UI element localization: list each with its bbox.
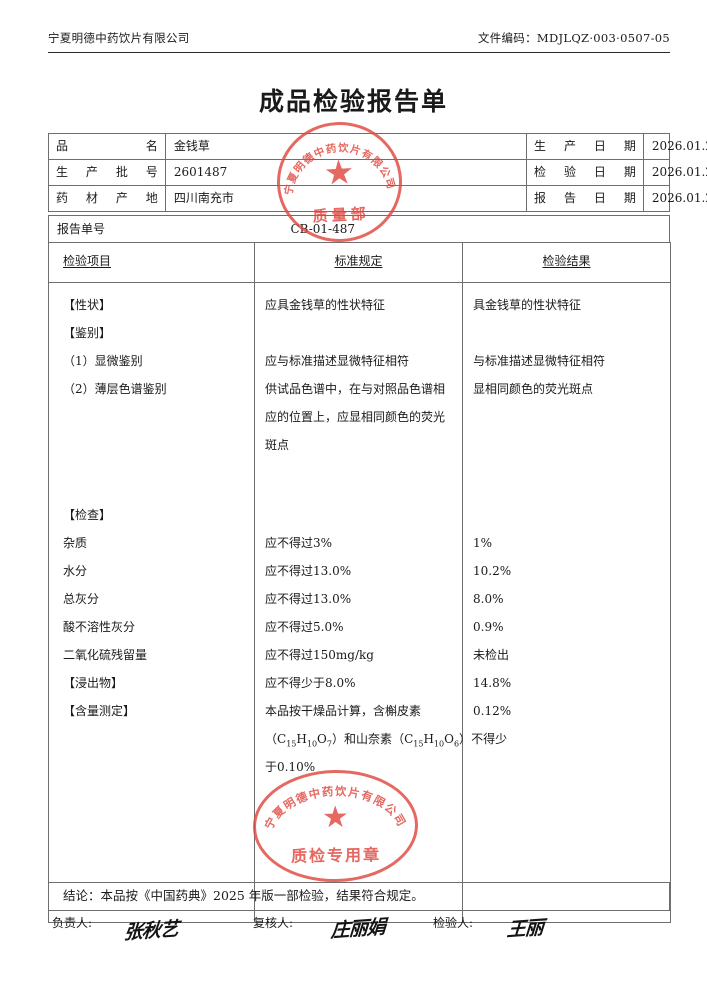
item-label: 【性状】 xyxy=(63,298,112,312)
standard-formula-line: （C15H10O7）和山奈素（C15H10O6）不得少 xyxy=(265,732,508,749)
batch-value: 2601487 xyxy=(164,159,528,186)
column-header-item: 检验项目 xyxy=(48,242,255,283)
company-name: 宁夏明德中药饮片有限公司 xyxy=(48,31,190,45)
report-no-label: 报告单号 xyxy=(48,215,169,243)
standard-value: 供试品色谱中，在与对照品色谱相 xyxy=(265,382,446,396)
result-value xyxy=(473,409,660,437)
table-body-row: 【性状】 【鉴别】 （1）显微鉴别 （2）薄层色谱鉴别 【检查】 杂质 水分 总… xyxy=(48,282,671,923)
item-label: 总灰分 xyxy=(63,592,100,606)
production-date-value: 2026.01.22 xyxy=(642,133,707,160)
item-label xyxy=(63,409,244,437)
result-value xyxy=(473,437,660,465)
item-label: 【含量测定】 xyxy=(63,704,136,718)
result-value: 具金钱草的性状特征 xyxy=(473,298,582,312)
report-number-table: 报告单号 CB-01-487 xyxy=(48,215,670,243)
report-no-value: CB-01-487 xyxy=(168,215,670,243)
item-label xyxy=(63,437,244,465)
item-label: 【浸出物】 xyxy=(63,676,124,690)
standard-value xyxy=(265,507,452,535)
column-header-result: 检验结果 xyxy=(462,242,671,283)
column-header-standard: 标准规定 xyxy=(254,242,463,283)
standard-spacer xyxy=(265,465,452,507)
result-value: 与标准描述显微特征相符 xyxy=(473,354,606,368)
standard-value: 应的位置上，应显相同颜色的荧光 xyxy=(265,410,446,424)
result-value: 0.12% xyxy=(473,704,512,718)
product-name-value: 金钱草 xyxy=(164,133,528,160)
result-value xyxy=(473,325,660,353)
report-date-label: 报告日期 xyxy=(526,185,644,212)
table-header-row: 检验项目 标准规定 检验结果 xyxy=(48,242,671,283)
item-label: 【鉴别】 xyxy=(63,326,112,340)
batch-label: 生产批号 xyxy=(48,159,166,186)
item-label: （2）薄层色谱鉴别 xyxy=(63,382,167,396)
table-row: 结论：本品按《中国药典》2025 年版一部检验，结果符合规定。 xyxy=(48,882,670,911)
signature-row: 负责人: 张秋艺 复核人: 庄丽娟 检验人: 王丽 xyxy=(48,914,670,968)
standard-column: 应具金钱草的性状特征 应与标准描述显微特征相符 供试品色谱中，在与对照品色谱相 … xyxy=(254,282,508,923)
inspection-results-table: 检验项目 标准规定 检验结果 【性状】 【鉴别】 （1）显微鉴别 （2）薄层色谱… xyxy=(48,242,671,923)
header-divider xyxy=(48,52,670,53)
standard-value: 应具金钱草的性状特征 xyxy=(265,298,386,312)
standard-value xyxy=(265,325,452,353)
standard-value: 应不得过13.0% xyxy=(265,592,352,606)
standard-value: 应不得过150mg/kg xyxy=(265,648,374,662)
result-value: 显相同颜色的荧光斑点 xyxy=(473,382,594,396)
item-label: 水分 xyxy=(63,564,88,578)
items-column: 【性状】 【鉴别】 （1）显微鉴别 （2）薄层色谱鉴别 【检查】 杂质 水分 总… xyxy=(48,282,255,923)
reviewer-signature: 庄丽娟 xyxy=(330,916,386,942)
result-column: 具金钱草的性状特征 与标准描述显微特征相符 显相同颜色的荧光斑点 1% 10.2… xyxy=(462,282,671,923)
result-value: 未检出 xyxy=(473,648,510,662)
manager-signature: 张秋艺 xyxy=(123,918,179,944)
document-code: 文件编码：MDJLQZ·003·0507-05 xyxy=(478,30,670,46)
result-value: 14.8% xyxy=(473,676,512,690)
inspector-signature: 王丽 xyxy=(506,916,544,942)
table-row: 品名 金钱草 生产日期 2026.01.22 xyxy=(48,133,707,160)
origin-label: 药材产地 xyxy=(48,185,166,212)
standard-value: 斑点 xyxy=(265,438,290,452)
standard-value: 应不得少于8.0% xyxy=(265,676,356,690)
result-value xyxy=(473,507,660,535)
result-value: 8.0% xyxy=(473,592,504,606)
result-value: 1% xyxy=(473,536,493,550)
standard-value: 本品按干燥品计算，含槲皮素 xyxy=(265,704,422,718)
document-code-label: 文件编码： xyxy=(477,31,537,45)
product-name-label: 品名 xyxy=(48,133,166,160)
conclusion-table: 结论：本品按《中国药典》2025 年版一部检验，结果符合规定。 xyxy=(48,882,670,911)
inspection-date-label: 检验日期 xyxy=(526,159,644,186)
result-value: 0.9% xyxy=(473,620,504,634)
document-header: 宁夏明德中药饮片有限公司 文件编码：MDJLQZ·003·0507-05 xyxy=(48,30,670,46)
product-info-table: 品名 金钱草 生产日期 2026.01.22 生产批号 2601487 检验日期… xyxy=(48,133,707,212)
reviewer-signature-field: 复核人: 庄丽娟 xyxy=(253,914,386,942)
table-row: 报告单号 CB-01-487 xyxy=(48,215,670,243)
standard-value: 应不得过3% xyxy=(265,536,333,550)
items-spacer xyxy=(63,465,244,507)
document-code-value: MDJLQZ·003·0507-05 xyxy=(536,31,670,45)
reviewer-label: 复核人: xyxy=(253,916,294,930)
origin-value: 四川南充市 xyxy=(164,185,528,212)
inspector-label: 检验人: xyxy=(433,916,474,930)
standard-value: 应不得过13.0% xyxy=(265,564,352,578)
result-spacer xyxy=(473,465,660,507)
report-date-value: 2026.01.22 xyxy=(642,185,707,212)
inspection-date-value: 2026.01.22 xyxy=(642,159,707,186)
table-row: 药材产地 四川南充市 报告日期 2026.01.22 xyxy=(48,185,707,212)
item-label: （1）显微鉴别 xyxy=(63,354,143,368)
manager-signature-field: 负责人: xyxy=(52,914,92,931)
standard-value: 于0.10% xyxy=(265,760,316,774)
table-row: 生产批号 2601487 检验日期 2026.01.22 xyxy=(48,159,707,186)
item-label: 二氧化硫残留量 xyxy=(63,648,148,662)
manager-label: 负责人: xyxy=(52,916,93,930)
item-label: 杂质 xyxy=(63,536,88,550)
item-label: 【检查】 xyxy=(63,508,112,522)
conclusion-text: 结论：本品按《中国药典》2025 年版一部检验，结果符合规定。 xyxy=(48,882,670,911)
standard-value: 应与标准描述显微特征相符 xyxy=(265,354,410,368)
item-label: 酸不溶性灰分 xyxy=(63,620,136,634)
standard-value: 应不得过5.0% xyxy=(265,620,344,634)
page-title: 成品检验报告单 xyxy=(258,87,448,116)
production-date-label: 生产日期 xyxy=(526,133,644,160)
result-value: 10.2% xyxy=(473,564,512,578)
inspector-signature-field: 检验人: 王丽 xyxy=(433,914,544,941)
